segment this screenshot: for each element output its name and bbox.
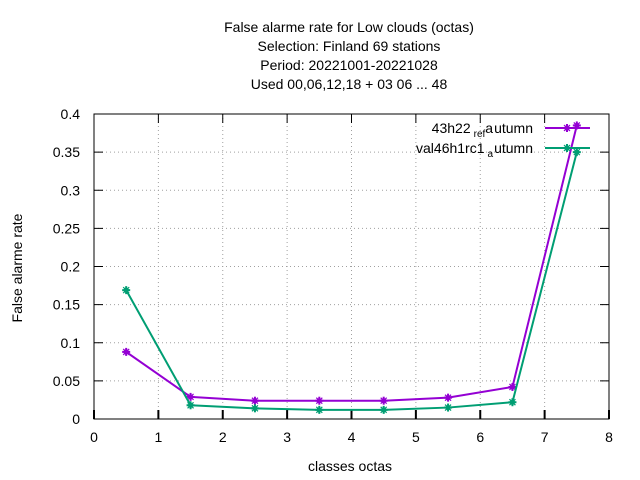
data-point [572,148,581,157]
legend-marker-1 [563,124,571,132]
legend-label-2-tail: utumn [494,140,533,156]
data-point [444,403,453,412]
data-point [186,392,195,401]
y-tick-label: 0.05 [53,373,80,389]
y-tick-label: 0.3 [61,182,81,198]
plot-frame [93,113,610,420]
data-point [250,404,259,413]
legend-entry-1: 43h22 refautumn [432,120,590,140]
legend-label-1-sub: ref [474,129,486,140]
legend-entry-2: val46h1rc1 autumn [416,140,590,160]
x-axis-label: classes octas [308,458,392,474]
series-2 [122,148,581,414]
legend-label-2: val46h1rc1 autumn [416,140,533,160]
data-point [122,347,131,356]
legend-label-2-main: val46h1rc1 [416,140,485,156]
x-tick-label: 0 [90,429,98,445]
legend-label-1-mid: a [485,120,493,136]
x-tick-label: 8 [605,429,613,445]
y-tick-label: 0.15 [53,297,80,313]
x-tick-label: 4 [348,429,356,445]
data-point [315,396,324,405]
y-tick-label: 0.4 [61,106,81,122]
data-point [122,286,131,295]
title-line-2: Selection: Finland 69 stations [258,38,441,54]
x-tick-labels: 0 1 2 3 4 5 6 7 8 [90,429,613,445]
data-point [379,396,388,405]
y-tick-labels: 0 0.05 0.1 0.15 0.2 0.25 0.3 0.35 0.4 [53,106,80,427]
data-point [508,382,517,391]
legend-label-1-tail: utumn [494,120,533,136]
y-axis-label: False alarme rate [9,213,25,322]
legend-label-1-main: 43h22 [432,120,471,136]
chart-title: False alarme rate for Low clouds (octas)… [224,19,474,92]
legend-label-1: 43h22 refautumn [432,120,533,140]
series-1-line [125,125,578,402]
legend: 43h22 refautumn val46h1rc1 autumn [416,120,590,160]
legend-marker-glyph [563,124,571,132]
series-layer [122,121,581,414]
y-tick-label: 0 [72,411,80,427]
data-point [186,401,195,410]
data-point [250,396,259,405]
x-tick-label: 5 [412,429,420,445]
x-tick-label: 2 [219,429,227,445]
data-point [379,405,388,414]
data-point [508,398,517,407]
data-point [315,405,324,414]
y-tick-label: 0.25 [53,220,80,236]
series-1 [122,121,581,405]
x-tick-label: 6 [476,429,484,445]
legend-label-2-mid: a [488,149,494,160]
x-tick-label: 7 [541,429,549,445]
title-line-1: False alarme rate for Low clouds (octas) [224,19,474,35]
data-point [444,393,453,402]
x-tick-label: 1 [154,429,162,445]
title-line-4: Used 00,06,12,18 + 03 06 ... 48 [251,76,448,92]
y-tick-label: 0.1 [61,335,81,351]
series-2-line [125,151,578,411]
legend-marker-glyph [563,144,571,152]
title-line-3: Period: 20221001-20221028 [260,57,438,73]
x-tick-label: 3 [283,429,291,445]
grid [94,114,609,419]
y-tick-label: 0.35 [53,144,80,160]
y-tick-label: 0.2 [61,259,81,275]
legend-marker-2 [563,144,571,152]
